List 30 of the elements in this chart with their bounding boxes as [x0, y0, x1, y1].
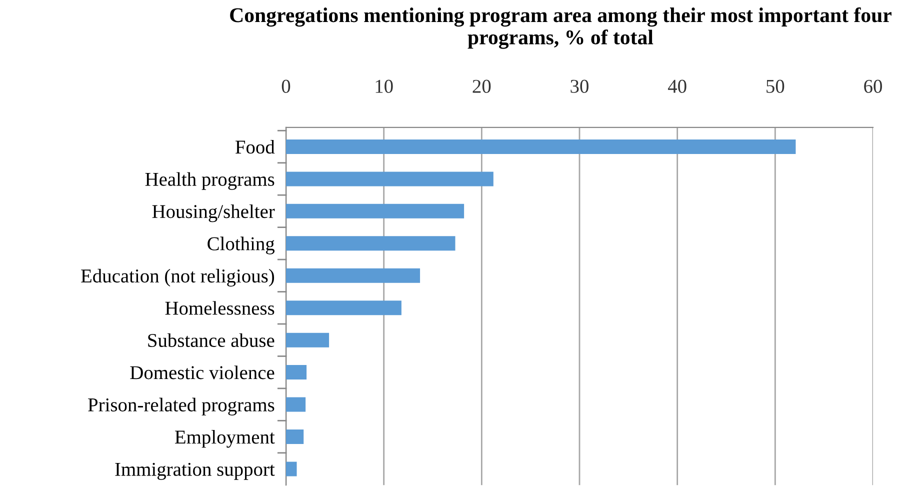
x-tick-label: 60: [864, 80, 882, 93]
y-tick-label: Homelessness: [165, 301, 274, 315]
bar: [286, 430, 304, 444]
bar: [286, 268, 420, 283]
bar: [286, 139, 796, 154]
y-tick-label: Substance abuse: [148, 333, 274, 348]
y-tick-label: Immigration support: [115, 462, 275, 480]
y-tick-label: Domestic violence: [130, 366, 274, 380]
x-tick-label: 10: [376, 80, 393, 93]
y-tick-label: Health programs: [145, 172, 274, 190]
bar: [286, 365, 307, 380]
bar: [286, 462, 297, 476]
bar: [286, 300, 402, 316]
bar: [286, 236, 456, 251]
bar: [286, 332, 330, 348]
y-tick-label: Education (not religious): [81, 268, 274, 287]
bar: [286, 172, 494, 186]
x-tick-label: 20: [472, 80, 491, 93]
x-tick-label: 0: [282, 80, 290, 93]
x-tick-label: 30: [570, 80, 588, 93]
bar: [286, 397, 306, 412]
y-tick-label: Clothing: [208, 236, 275, 254]
x-tick-label: 40: [668, 80, 686, 93]
y-tick-label: Food: [235, 140, 275, 154]
chart-title: Congregations mentioning program area among their most important four programs, % of total: [230, 7, 892, 49]
y-tick-label: Employment: [175, 430, 275, 448]
y-tick-label: Housing/shelter: [152, 204, 275, 222]
bar: [286, 204, 464, 218]
x-tick-label: 50: [766, 80, 784, 93]
y-tick-label: Prison-related programs: [88, 398, 274, 416]
